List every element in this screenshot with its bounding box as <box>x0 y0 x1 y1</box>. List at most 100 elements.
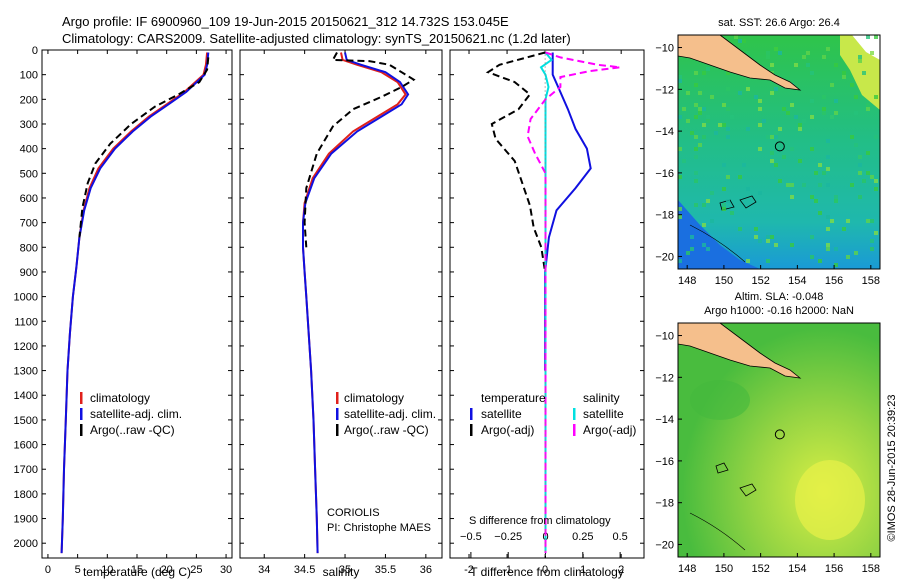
sst-pixel <box>702 223 706 227</box>
sst-pixel <box>774 163 778 167</box>
y-tick-label: 600 <box>20 193 38 205</box>
sst-pixel <box>870 219 874 223</box>
sst-pixel <box>866 219 870 223</box>
sla-reef-outline <box>739 483 757 497</box>
sst-pixel <box>686 119 690 123</box>
sst-pixel <box>854 111 858 115</box>
sst-pixel <box>842 71 846 75</box>
y-tick-label: 1400 <box>14 390 38 402</box>
y-tick-label: 200 <box>20 94 38 106</box>
sst-pixel <box>774 131 778 135</box>
y-tick-label: 900 <box>20 267 38 279</box>
sst-pixel <box>790 183 794 187</box>
sst-pixel <box>766 235 770 239</box>
sst-pixel <box>726 127 730 131</box>
legend-climatology-swatch <box>336 392 339 404</box>
lon-tick-label: 152 <box>751 563 769 575</box>
sla-map-ticks: 148 150 152 154 156 158 −10 −12 −14 −16 −18 −20 <box>655 331 880 575</box>
lon-tick-label: 158 <box>862 563 880 575</box>
difference-series <box>485 50 621 558</box>
legend-t-argo-swatch <box>470 424 473 436</box>
series-line-argo-raw-qc- <box>303 52 416 248</box>
sst-pixel <box>830 83 834 87</box>
sst-pixel <box>866 35 870 39</box>
x-tick-label: 20 <box>161 564 173 576</box>
y-tick-label: 1600 <box>14 440 38 452</box>
salinity-panel: 34 34.5 35 35.5 36 salinity climatology sate… <box>239 49 443 579</box>
sst-pixel <box>782 155 786 159</box>
sst-pixel <box>874 231 878 235</box>
sst-pixel <box>722 163 726 167</box>
x-tick-label: -2 <box>464 564 474 576</box>
lat-tick-label: −18 <box>655 210 674 222</box>
s-tick-label: 0.5 <box>612 531 627 543</box>
y-tick-label: 700 <box>20 218 38 230</box>
lat-tick-label: −16 <box>655 168 674 180</box>
x-tick-label: 5 <box>75 564 81 576</box>
sst-pixel <box>770 159 774 163</box>
sst-pixel <box>866 151 870 155</box>
lat-tick-label: −12 <box>655 372 674 384</box>
sst-pixel <box>742 163 746 167</box>
sst-pixel <box>874 187 878 191</box>
sst-pixel <box>686 91 690 95</box>
sst-pixel <box>834 195 838 199</box>
sst-reef-outline <box>739 195 757 209</box>
sst-pixel <box>678 115 682 119</box>
sst-pixel <box>786 183 790 187</box>
imos-timestamp-label: ©IMOS 28-Jun-2015 20:39:23 <box>886 395 898 542</box>
lon-tick-label: 150 <box>715 563 733 575</box>
lat-tick-label: −12 <box>655 84 674 96</box>
temperature-panel: 0 5 10 15 20 25 300100200300400500600700800900… <box>14 45 233 579</box>
legend-t-satellite-label: satellite <box>481 407 522 421</box>
temperature-series <box>60 52 210 554</box>
y-tick-label: 2000 <box>14 538 38 550</box>
y-tick-label: 100 <box>20 70 38 82</box>
sst-pixel <box>854 251 858 255</box>
sst-pixel <box>830 219 834 223</box>
sst-pixel <box>746 187 750 191</box>
sst-pixel <box>862 179 866 183</box>
sst-shelf-contour <box>689 224 746 263</box>
sst-pixel <box>866 107 870 111</box>
sst-pixel <box>734 35 738 39</box>
sst-pixel <box>834 263 838 267</box>
sst-pixel <box>702 71 706 75</box>
sst-pixel <box>842 75 846 79</box>
lon-tick-label: 156 <box>825 563 843 575</box>
sst-pixel <box>730 115 734 119</box>
sst-pixel <box>754 235 758 239</box>
sst-pixel <box>810 195 814 199</box>
sst-pixel <box>818 183 822 187</box>
sst-pixel <box>722 123 726 127</box>
y-tick-label: 800 <box>20 242 38 254</box>
sla-map-panel: Altim. SLA: -0.048 Argo h1000: -0.16 h20… <box>655 291 881 575</box>
sst-pixel <box>814 171 818 175</box>
x-tick-label: 35 <box>339 564 351 576</box>
sst-pixel <box>810 99 814 103</box>
sst-pixel <box>858 171 862 175</box>
sst-pixel <box>694 103 698 107</box>
sst-pixel <box>770 91 774 95</box>
sst-pixel <box>742 39 746 43</box>
difference-panel: -2 -1 0 1 2−0.5 −0.25 0 0.25 0.5 S difference fr… <box>449 49 645 579</box>
sst-pixel <box>702 107 706 111</box>
difference-axes-frame <box>449 49 645 559</box>
sst-pixel <box>770 151 774 155</box>
sst-land-new-guinea <box>678 35 802 91</box>
legend-satellite-swatch <box>336 408 339 420</box>
sst-pixel <box>718 123 722 127</box>
sst-field <box>678 35 880 269</box>
legend-s-argo-label: Argo(-adj) <box>583 423 636 437</box>
legend-s-satellite-label: satellite <box>583 407 624 421</box>
sst-pixel <box>810 71 814 75</box>
legend-argo-swatch <box>336 424 339 436</box>
y-tick-label: 1100 <box>14 316 38 328</box>
sst-pixel <box>810 255 814 259</box>
sst-pixel <box>694 147 698 151</box>
sst-pixel <box>710 219 714 223</box>
sst-pixel <box>818 259 822 263</box>
salinity-xlabel: salinity <box>323 565 360 579</box>
sst-pixel <box>730 211 734 215</box>
sst-pixel <box>746 259 750 263</box>
